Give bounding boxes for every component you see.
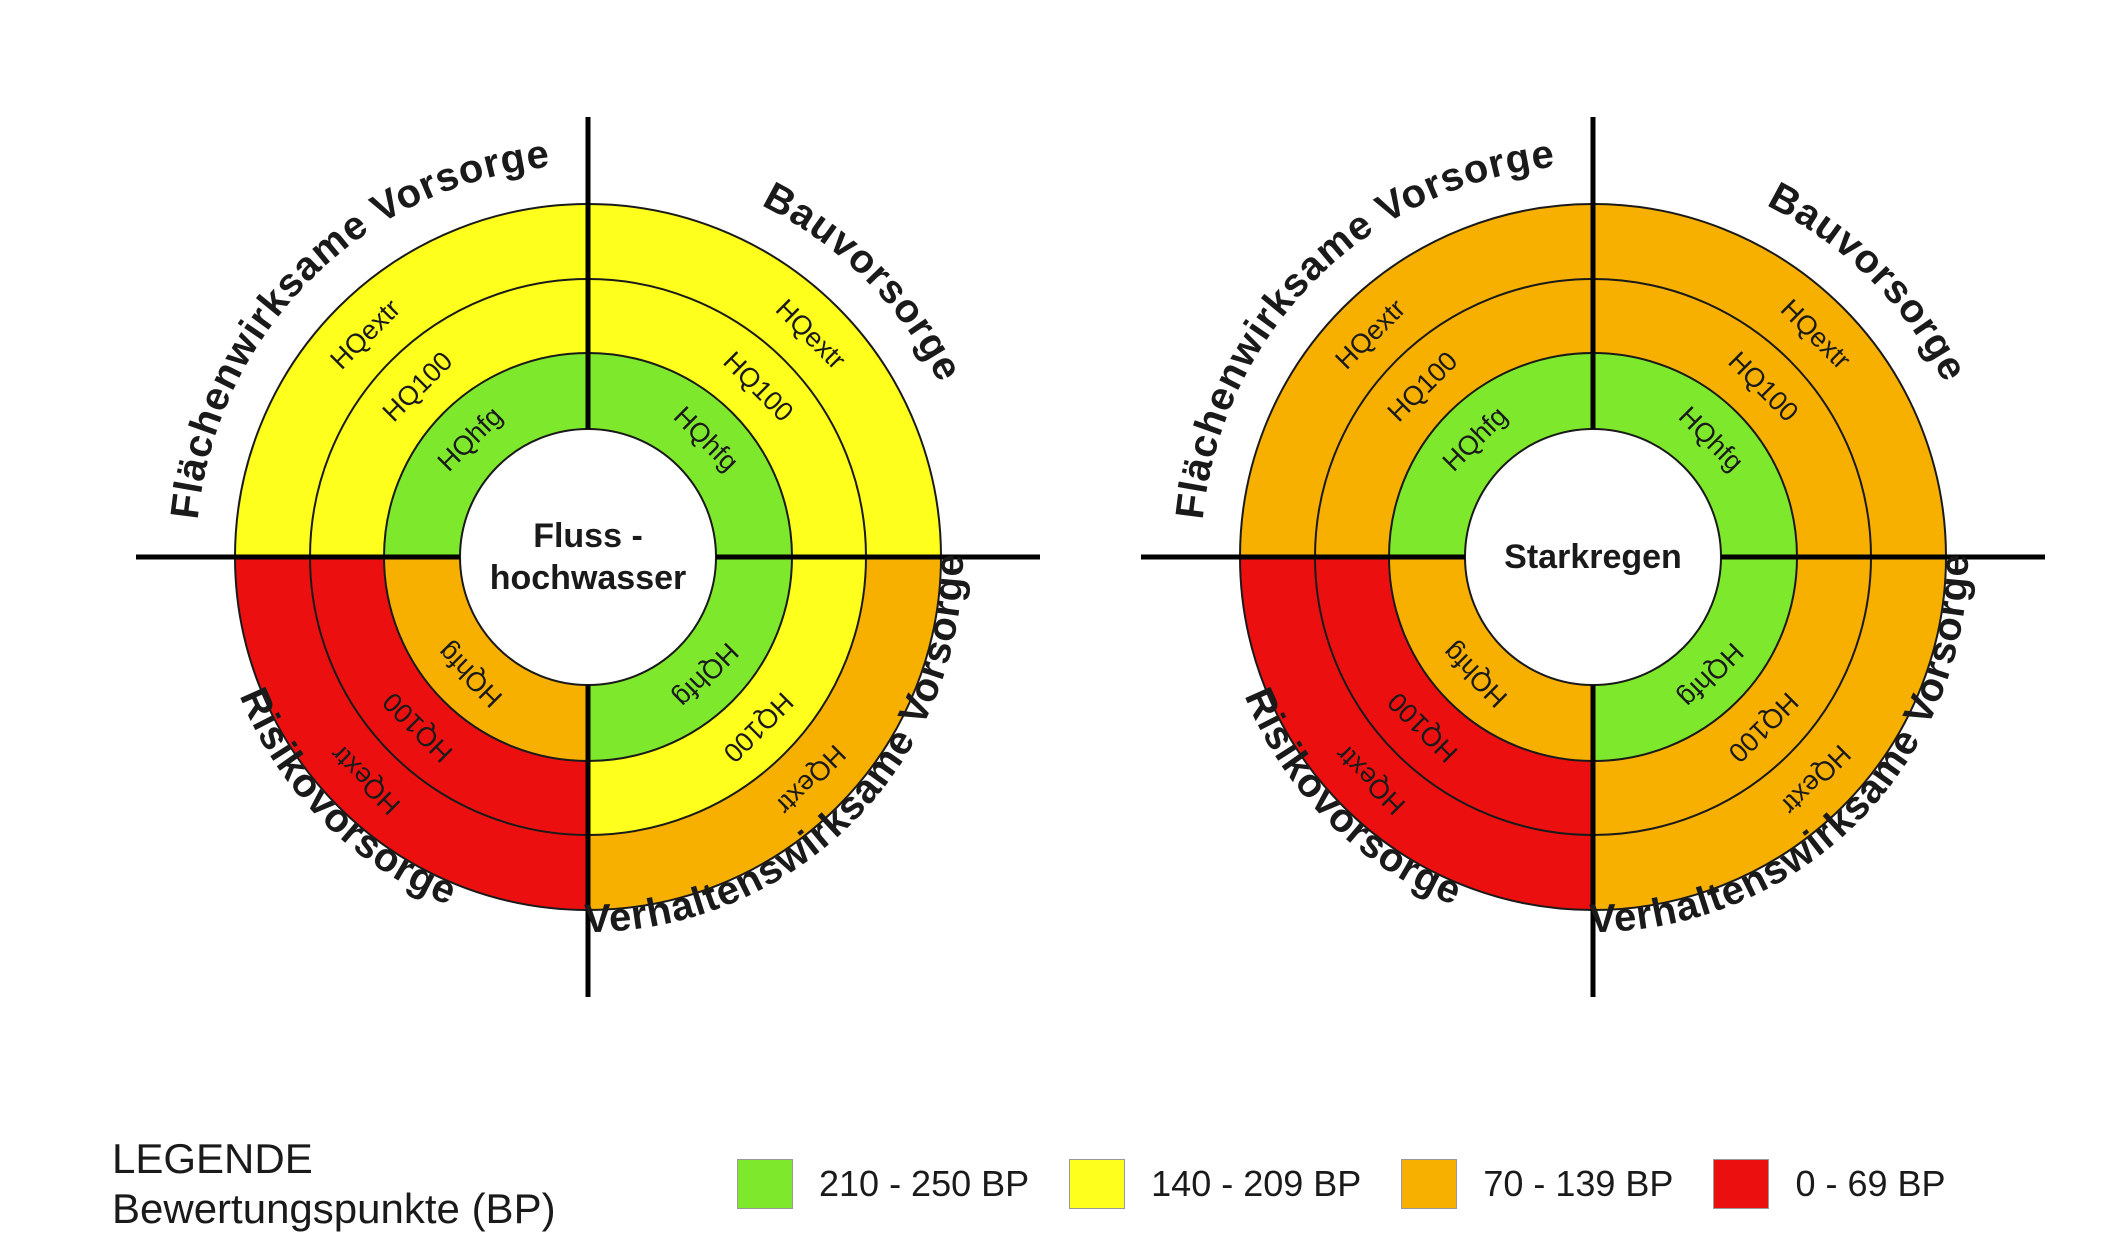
legend-label-yellow: 140 - 209 BP xyxy=(1151,1163,1362,1204)
legend-item-orange: 70 - 139 BP xyxy=(1401,1159,1673,1209)
legend-swatch-red xyxy=(1713,1159,1770,1209)
sector-bottom-left-hqhfg xyxy=(1389,557,1593,761)
sector-bottom-left-hqhfg xyxy=(384,557,588,761)
sector-bottom-right-hqextr xyxy=(588,557,941,910)
legend-item-green: 210 - 250 BP xyxy=(737,1159,1029,1209)
sector-bottom-left-hqextr xyxy=(235,557,588,910)
sector-bottom-right-hqhfg xyxy=(588,557,792,761)
sector-bottom-left-hqextr xyxy=(1240,557,1593,910)
legend-item-red: 0 - 69 BP xyxy=(1713,1159,1946,1209)
center-circle xyxy=(459,428,717,686)
center-label: Starkregen xyxy=(1504,538,1682,576)
sector-bottom-right-hq100 xyxy=(1593,557,1871,835)
legend-title-block: LEGENDE Bewertungspunkte (BP) xyxy=(112,1134,612,1234)
sector-top-left-hqhfg xyxy=(384,353,588,557)
diagram-2: HQhfgHQ100HQextrHQhfgHQ100HQextrHQhfgHQ1… xyxy=(1141,117,2045,997)
legend-swatch-green xyxy=(737,1159,793,1209)
sector-bottom-left-hq100 xyxy=(1315,557,1593,835)
center-label: hochwasser xyxy=(490,559,687,597)
legend-label-orange: 70 - 139 BP xyxy=(1483,1163,1674,1204)
sector-bottom-right-hq100 xyxy=(588,557,866,835)
legend-swatch-yellow xyxy=(1069,1159,1126,1209)
legend-label-red: 0 - 69 BP xyxy=(1795,1163,1946,1204)
sector-top-left-hq100 xyxy=(310,279,588,557)
diagram-1: HQhfgHQ100HQextrHQhfgHQ100HQextrHQhfgHQ1… xyxy=(136,117,1040,997)
sector-top-right-hqhfg xyxy=(1593,353,1797,557)
sector-top-right-hq100 xyxy=(1593,279,1871,557)
sector-top-right-hqhfg xyxy=(588,353,792,557)
sector-top-left-hqextr xyxy=(1240,204,1593,557)
legend-item-yellow: 140 - 209 BP xyxy=(1069,1159,1361,1209)
sector-bottom-right-hqhfg xyxy=(1593,557,1797,761)
legend-swatch-orange xyxy=(1401,1159,1458,1209)
sector-top-right-hqextr xyxy=(1593,204,1946,557)
sector-top-left-hq100 xyxy=(1315,279,1593,557)
sector-top-left-hqhfg xyxy=(1389,353,1593,557)
sector-top-right-hqextr xyxy=(588,204,941,557)
legend: LEGENDE Bewertungspunkte (BP) 210 - 250 … xyxy=(90,1128,2020,1240)
sector-top-right-hq100 xyxy=(588,279,866,557)
center-label: Fluss - xyxy=(533,517,643,555)
legend-subtitle: Bewertungspunkte (BP) xyxy=(112,1185,556,1232)
legend-title: LEGENDE xyxy=(112,1135,313,1182)
sector-top-left-hqextr xyxy=(235,204,588,557)
legend-label-green: 210 - 250 BP xyxy=(819,1163,1030,1204)
sector-bottom-right-hqextr xyxy=(1593,557,1946,910)
sector-bottom-left-hq100 xyxy=(310,557,588,835)
